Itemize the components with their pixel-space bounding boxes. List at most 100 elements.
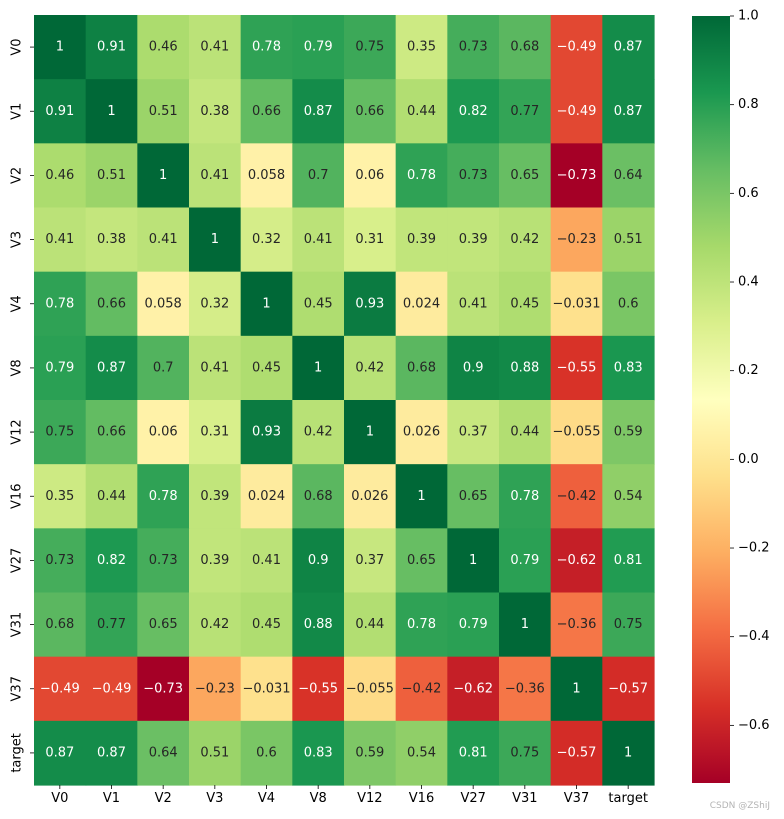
cell-annotation: 0.31 <box>200 425 229 440</box>
heatmap-cell-V16-V12 <box>344 464 397 529</box>
cell-annotation: 1 <box>572 681 580 696</box>
heatmap-cell-V3-V16 <box>395 207 448 273</box>
cell-annotation: 0.41 <box>45 232 74 247</box>
heatmap-cell-V3-V4 <box>240 207 293 273</box>
cell-annotation: 1 <box>521 617 529 632</box>
x-tick-label-V37: V37 <box>564 791 589 806</box>
cell-annotation: −0.031 <box>242 681 290 696</box>
y-tick-label-V4: V4 <box>10 295 25 312</box>
heatmap-cell-target-V8 <box>292 720 345 786</box>
heatmap-cell-V37-target <box>602 656 655 722</box>
heatmap-cell-V1-V2 <box>137 79 190 144</box>
heatmap-cell-V4-V3 <box>189 271 242 337</box>
heatmap-cell-V2-target <box>602 143 655 209</box>
heatmap-cell-V12-V1 <box>85 400 138 465</box>
heatmap-cell-V31-V2 <box>137 592 190 658</box>
heatmap-cell-V1-V31 <box>499 79 552 144</box>
heatmap-cell-V31-V37 <box>550 592 603 658</box>
cell-annotation: 0.54 <box>407 745 436 760</box>
heatmap-cell-V1-V27 <box>447 79 500 144</box>
cell-annotation: 1 <box>366 425 374 440</box>
cell-annotation: 0.51 <box>97 168 126 183</box>
heatmap-cell-V12-V4 <box>240 400 293 465</box>
y-tick-label-V16: V16 <box>10 484 25 509</box>
cell-annotation: 0.81 <box>614 553 643 568</box>
cell-annotation: 1 <box>56 40 64 55</box>
heatmap-cell-target-V2 <box>137 720 190 786</box>
cell-annotation: 0.026 <box>403 425 440 440</box>
heatmap-cell-V2-V37 <box>550 143 603 209</box>
heatmap-cell-V16-V27 <box>447 464 500 529</box>
heatmap-cell-V12-V16 <box>395 400 448 465</box>
cell-annotation: 0.45 <box>252 617 281 632</box>
cell-annotation: 0.64 <box>149 745 178 760</box>
heatmap-cell-V0-V3 <box>189 15 242 80</box>
heatmap-cell-V37-V16 <box>395 656 448 722</box>
heatmap-cell-V8-V2 <box>137 335 190 401</box>
heatmap-cell-V2-V16 <box>395 143 448 209</box>
x-tick-label-V31: V31 <box>512 791 537 806</box>
heatmap-cell-V16-V4 <box>240 464 293 529</box>
heatmap-cell-V37-V31 <box>499 656 552 722</box>
cell-annotation: −0.62 <box>453 681 493 696</box>
heatmap-cell-target-V12 <box>344 720 397 786</box>
y-tick-label-target: target <box>10 733 25 773</box>
cell-annotation: 0.44 <box>510 425 539 440</box>
heatmap-cell-V37-V27 <box>447 656 500 722</box>
heatmap-cell-V0-V16 <box>395 15 448 80</box>
cell-annotation: 0.78 <box>407 168 436 183</box>
heatmap-cell-target-V4 <box>240 720 293 786</box>
cell-annotation: 0.75 <box>45 425 74 440</box>
heatmap-cell-V31-V8 <box>292 592 345 658</box>
cell-annotation: 0.91 <box>97 40 126 55</box>
cell-annotation: 1 <box>107 104 115 119</box>
cell-annotation: 0.66 <box>97 425 126 440</box>
cell-annotation: 0.87 <box>97 360 126 375</box>
heatmap-cell-target-V27 <box>447 720 500 786</box>
cell-annotation: 0.78 <box>407 617 436 632</box>
heatmap-cell-V12-V31 <box>499 400 552 465</box>
heatmap-cell-V3-target <box>602 207 655 273</box>
y-axis-ticks: V0 V1 V2 V3 V4 V8 V12 V16 V27 V31 V37 target <box>10 38 34 773</box>
cell-annotation: 0.78 <box>45 296 74 311</box>
cell-annotation: 0.65 <box>149 617 178 632</box>
heatmap-cell-target-V31 <box>499 720 552 786</box>
heatmap-cell-V2-V3 <box>189 143 242 209</box>
heatmap-cell-V4-V27 <box>447 271 500 337</box>
heatmap-cell-V8-V16 <box>395 335 448 401</box>
heatmap-cell-target-V37 <box>550 720 603 786</box>
cell-annotation: 0.75 <box>355 40 384 55</box>
heatmap-cell-V0-V12 <box>344 15 397 80</box>
cell-annotation: −0.36 <box>557 617 597 632</box>
heatmap-cell-V8-target <box>602 335 655 401</box>
cell-annotation: 0.82 <box>97 553 126 568</box>
heatmap-cell-V27-V12 <box>344 528 397 594</box>
heatmap-cell-V2-V27 <box>447 143 500 209</box>
colorbar-tick-label: 1.0 <box>738 9 759 24</box>
heatmap-cell-V27-V37 <box>550 528 603 594</box>
heatmap-cell-V16-V31 <box>499 464 552 529</box>
colorbar-gradient <box>692 16 730 783</box>
cell-annotation: 0.058 <box>145 296 182 311</box>
cell-annotation: 0.9 <box>463 360 484 375</box>
heatmap-cell-V3-V31 <box>499 207 552 273</box>
cell-annotation: 0.46 <box>149 40 178 55</box>
x-tick-label-V16: V16 <box>409 791 434 806</box>
cell-annotation: 0.75 <box>614 617 643 632</box>
heatmap-cell-target-V16 <box>395 720 448 786</box>
heatmap-cell-V27-V8 <box>292 528 345 594</box>
heatmap-cell-V27-V3 <box>189 528 242 594</box>
heatmap-cell-V0-V4 <box>240 15 293 80</box>
heatmap-cell-V37-V3 <box>189 656 242 722</box>
heatmap-cell-V16-target <box>602 464 655 529</box>
heatmap-cell-V31-V1 <box>85 592 138 658</box>
cell-annotation: 0.42 <box>510 232 539 247</box>
heatmap-cell-V0-V0 <box>34 15 87 80</box>
cell-annotation: 0.39 <box>200 489 229 504</box>
cell-annotation: −0.73 <box>143 681 183 696</box>
heatmap-cell-V3-V27 <box>447 207 500 273</box>
cell-annotation: 0.65 <box>407 553 436 568</box>
heatmap-cell-V16-V16 <box>395 464 448 529</box>
heatmap-cell-V37-V8 <box>292 656 345 722</box>
